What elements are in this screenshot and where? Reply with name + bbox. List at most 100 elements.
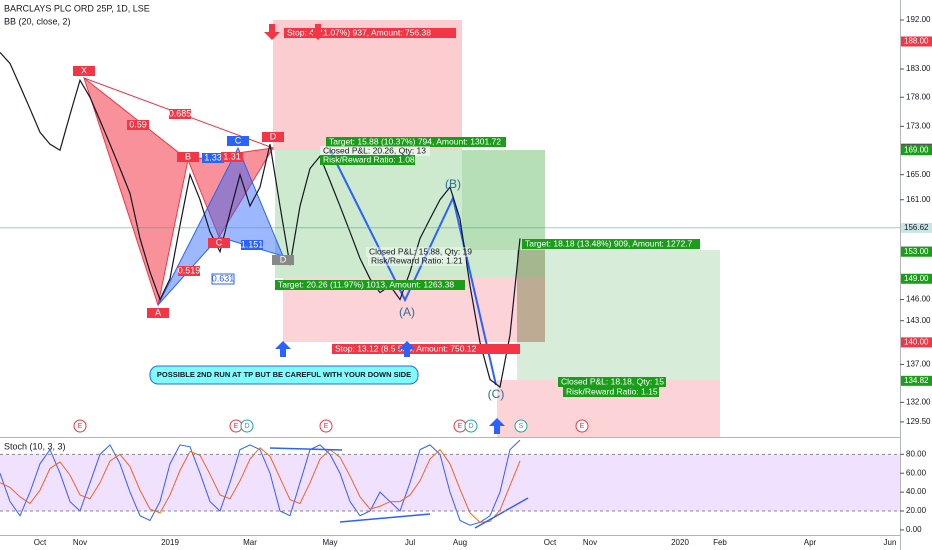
event-label: E	[324, 423, 329, 430]
event-label: D	[244, 423, 249, 430]
arrow	[275, 341, 291, 357]
oscillator-label: Stoch (10, 3, 3)	[4, 441, 66, 451]
x-tick-label: Oct	[544, 538, 557, 547]
trend-arrow	[474, 497, 529, 529]
position-zones	[273, 20, 720, 437]
y-tick-label: 183.00	[906, 64, 931, 73]
pattern-label: (B)	[445, 177, 461, 191]
annotation-box	[326, 137, 506, 147]
symbol-title: BARCLAYS PLC ORD 25P, 1D, LSE	[4, 3, 150, 13]
x-tick-label: Apr	[804, 538, 817, 547]
pattern-label: 0.631	[212, 273, 235, 283]
x-tick-label: May	[322, 538, 337, 547]
price-marker-label: 153.00	[904, 247, 929, 256]
pattern-label: 0.519	[178, 265, 201, 275]
x-tick-label: Jul	[405, 538, 415, 547]
price-marker-label: 149.00	[904, 274, 929, 283]
pattern-label-box	[202, 153, 224, 163]
event-label: E	[78, 423, 83, 430]
annotation: Target: 18.18 (13.48%) 909, Amount: 1272…	[525, 238, 693, 248]
arrow	[264, 24, 280, 40]
annotation: Stop: 4 (11.07%) 937, Amount: 756.38	[287, 27, 431, 37]
annotation-box	[149, 365, 419, 385]
annotation: Closed P&L: 20.26, Qty: 13	[323, 145, 426, 155]
price-marker-label: 134.82	[904, 376, 929, 385]
price-marker	[901, 145, 932, 156]
pattern-label: C	[216, 237, 223, 247]
annotation-box	[522, 239, 700, 249]
pattern-label-box	[177, 152, 199, 162]
pattern-leg	[83, 76, 189, 307]
x-tick-label: 2020	[671, 538, 689, 547]
pattern-label: C	[235, 135, 242, 145]
stoch-line	[0, 447, 521, 523]
pattern-label-box	[178, 266, 200, 276]
pattern-label: (C)	[488, 387, 505, 401]
pattern-label: B	[185, 151, 191, 161]
price-line	[0, 52, 521, 389]
y-tick-label: 137.00	[906, 360, 931, 369]
y-tick-label: 165.00	[906, 170, 931, 179]
annotation-box	[558, 377, 666, 387]
price-marker-label: 156.62	[904, 223, 929, 232]
annotation: Closed P&L: 15.88, Qty: 19	[369, 246, 472, 256]
annotation: POSSIBLE 2ND RUN AT TP BUT BE CAREFUL WI…	[157, 370, 411, 379]
pattern-label-box	[241, 240, 263, 250]
price-marker	[901, 222, 932, 233]
trend-arrow	[269, 447, 343, 451]
pattern-label-box	[262, 132, 284, 142]
pattern-label: D	[270, 131, 277, 141]
plot	[0, 52, 529, 529]
y-tick-label: 129.50	[906, 417, 931, 426]
position-zone	[517, 250, 720, 380]
x-tick-label: Oct	[34, 538, 47, 547]
pattern-label: A	[155, 307, 161, 317]
y-tick-label: 0.00	[906, 525, 922, 534]
annotation-box	[320, 146, 430, 156]
annotation: Target: 20.26 (11.97%) 1013, Amount: 126…	[278, 279, 454, 289]
price-marker	[901, 273, 932, 284]
position-zone	[462, 150, 545, 250]
x-tick-label: Feb	[713, 538, 727, 547]
pattern-label-box	[221, 152, 243, 162]
event-label: D	[468, 423, 473, 430]
pattern-label: 1.33	[204, 152, 222, 162]
event-marker	[73, 419, 87, 433]
annotation-box	[368, 256, 466, 266]
price-marker	[901, 246, 932, 257]
annotation: Risk/Reward Ratio: 1.21	[371, 255, 463, 265]
annotation: Risk/Reward Ratio: 1.15	[566, 386, 658, 396]
price-marker-label: 188.00	[904, 37, 929, 46]
y-tick-label: 192.00	[906, 15, 931, 24]
price-marker	[901, 375, 932, 386]
wave-line	[329, 149, 497, 386]
y-tick-label: 40.00	[906, 487, 927, 496]
price-marker-label: 169.00	[904, 145, 929, 154]
event-marker	[240, 419, 254, 433]
y-tick-label: 173.00	[906, 121, 931, 130]
stoch-line	[0, 439, 521, 526]
annotation: Closed P&L: 18.18, Qty: 15	[561, 376, 664, 386]
event-marker	[319, 419, 333, 433]
annotation: Target: 15.88 (10.37%) 794, Amount: 1301…	[329, 136, 501, 146]
pattern-label-box	[227, 136, 249, 146]
pattern-label-box	[127, 120, 149, 130]
pattern-label-box	[272, 255, 294, 265]
x-tick-label: Mar	[243, 538, 257, 547]
position-zone	[517, 250, 545, 342]
y-tick-label: 178.00	[906, 92, 931, 101]
event-label: S	[519, 423, 524, 430]
pattern-label-box	[208, 238, 230, 248]
x-tick-label: Jun	[884, 538, 897, 547]
pattern-label: 1.31	[223, 151, 241, 161]
price-marker	[901, 36, 932, 47]
event-label: E	[580, 423, 585, 430]
annotation-box	[275, 280, 465, 290]
y-tick-label: 132.00	[906, 398, 931, 407]
y-tick-label: 80.00	[906, 449, 927, 458]
y-tick-label: 161.00	[906, 195, 931, 204]
y-tick-label: 20.00	[906, 506, 927, 515]
price-marker	[901, 337, 932, 348]
